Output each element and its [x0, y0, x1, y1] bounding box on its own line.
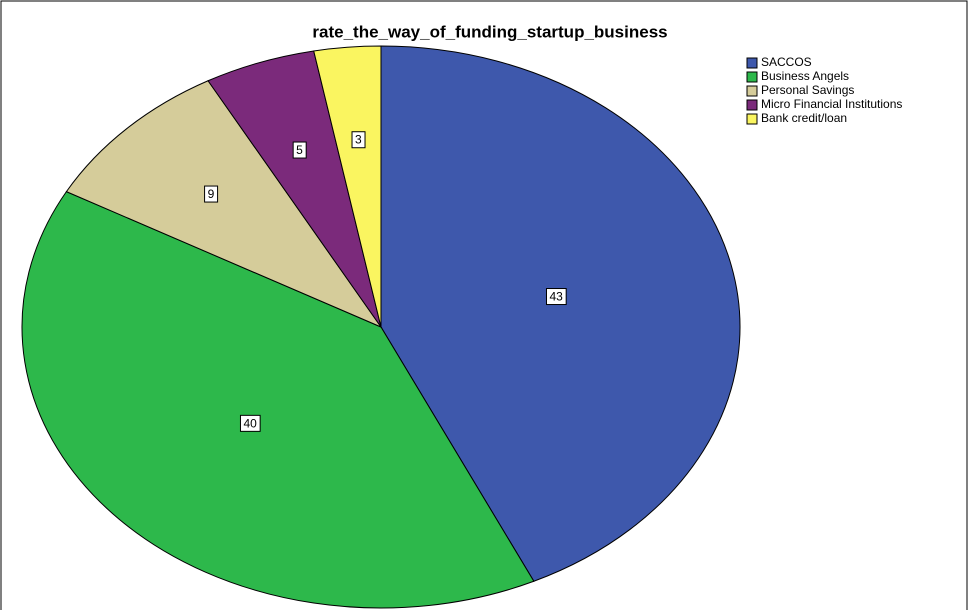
legend-text: Business Angels — [761, 69, 849, 83]
value-label-box — [351, 131, 366, 149]
pie-slice — [65, 80, 383, 329]
pie-slice — [380, 45, 741, 582]
legend-swatch — [746, 85, 758, 97]
value-label: 3 — [355, 133, 362, 147]
value-label-group: 3 — [351, 131, 366, 149]
legend-swatch — [746, 113, 758, 125]
legend-text: Micro Financial Institutions — [761, 97, 902, 111]
value-label-group: 9 — [204, 185, 219, 203]
legend-swatch — [746, 57, 758, 69]
legend-swatch — [746, 71, 758, 83]
value-label: 9 — [208, 187, 215, 201]
value-label-box — [292, 141, 307, 159]
value-label-group: 40 — [239, 414, 261, 432]
legend-text: Bank credit/loan — [761, 111, 847, 125]
pie-slice — [313, 45, 382, 328]
legend-text: Personal Savings — [761, 83, 854, 97]
legend-swatch — [746, 99, 758, 111]
legend-text: SACCOS — [761, 55, 812, 69]
value-label-box — [239, 414, 261, 432]
chart-title: rate_the_way_of_funding_startup_business — [312, 22, 667, 41]
value-label-group: 43 — [545, 288, 567, 306]
pie-slice — [21, 191, 535, 609]
value-label: 43 — [549, 290, 563, 304]
value-label: 40 — [243, 416, 257, 430]
value-label: 5 — [296, 143, 303, 157]
value-label-box — [545, 288, 567, 306]
value-label-group: 5 — [292, 141, 307, 159]
value-label-box — [204, 185, 219, 203]
